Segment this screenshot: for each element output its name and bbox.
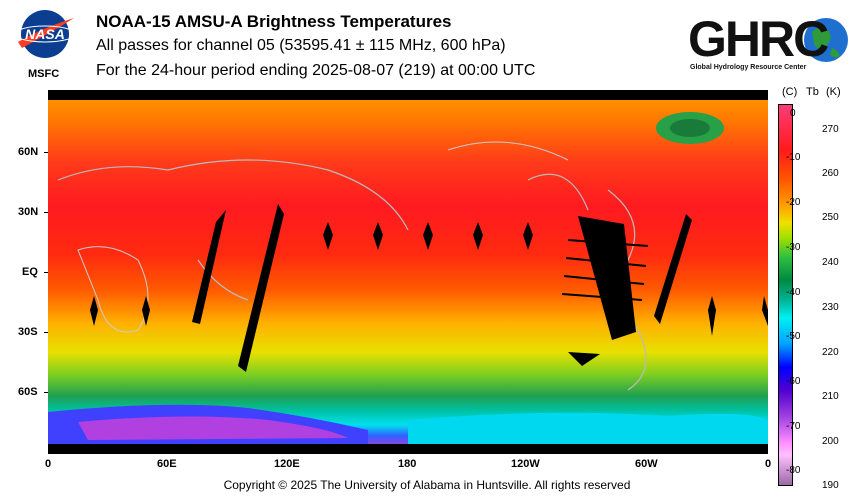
brightness-temperature-map: [48, 90, 768, 454]
copyright-notice: Copyright © 2025 The University of Alaba…: [223, 478, 631, 492]
kelvin-tick: 240: [822, 257, 839, 268]
lat-label-30n: 30N: [18, 206, 39, 218]
colorbar-unit-c: (C): [782, 86, 798, 98]
lon-label-0-east: 0: [765, 458, 772, 470]
colorbar-unit-k: (K): [826, 86, 841, 98]
kelvin-tick: 250: [822, 212, 839, 223]
kelvin-tick: 260: [822, 168, 839, 179]
lat-label-eq: EQ: [22, 266, 38, 278]
celsius-tick: -50: [786, 331, 801, 342]
ghrc-subtitle: Global Hydrology Resource Center: [690, 64, 807, 71]
celsius-tick: -10: [786, 152, 801, 163]
lon-label-180: 180: [398, 458, 417, 470]
celsius-tick: -40: [786, 287, 801, 298]
lat-label-60s: 60S: [18, 386, 38, 398]
lat-tick: [44, 392, 48, 393]
celsius-tick: -30: [786, 242, 801, 253]
msfc-label: MSFC: [28, 68, 60, 80]
page-title: NOAA-15 AMSU-A Brightness Temperatures: [96, 12, 452, 31]
kelvin-tick: 190: [822, 480, 839, 491]
ghrc-logo: GHRC: [688, 11, 848, 67]
kelvin-tick: 220: [822, 347, 839, 358]
kelvin-tick: 270: [822, 124, 839, 135]
celsius-tick: -60: [786, 376, 801, 387]
kelvin-tick: 210: [822, 391, 839, 402]
celsius-tick: -80: [786, 465, 801, 476]
lat-label-60n: 60N: [18, 146, 39, 158]
colorbar: [778, 104, 793, 486]
ghrc-wordmark: GHRC: [688, 11, 828, 67]
lat-tick: [44, 212, 48, 213]
lat-tick: [44, 152, 48, 153]
period-description: For the 24-hour period ending 2025-08-07…: [96, 62, 536, 79]
celsius-tick: -20: [786, 197, 801, 208]
colorbar-unit-tb: Tb: [806, 86, 819, 98]
lon-label-0-west: 0: [45, 458, 52, 470]
celsius-tick: 0: [790, 108, 796, 119]
lat-tick: [44, 272, 48, 273]
kelvin-tick: 200: [822, 436, 839, 447]
nasa-wordmark: NASA: [25, 26, 65, 42]
lon-label-60w: 60W: [635, 458, 658, 470]
lon-label-60e: 60E: [157, 458, 177, 470]
lat-tick: [44, 332, 48, 333]
lon-label-120w: 120W: [511, 458, 540, 470]
channel-description: All passes for channel 05 (53595.41 ± 11…: [96, 37, 506, 54]
nasa-logo: NASA: [14, 10, 76, 58]
lon-label-120e: 120E: [274, 458, 300, 470]
lat-label-30s: 30S: [18, 326, 38, 338]
celsius-tick: -70: [786, 421, 801, 432]
kelvin-tick: 230: [822, 302, 839, 313]
